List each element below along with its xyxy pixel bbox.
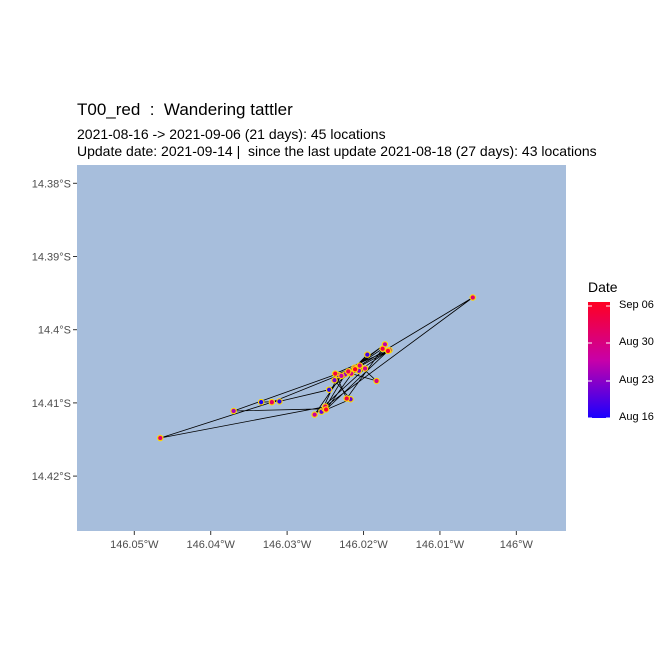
location-point <box>332 370 339 377</box>
location-point <box>276 398 283 405</box>
legend-label-aug30: Aug 30 <box>619 336 654 348</box>
location-point <box>469 294 477 301</box>
legend-title: Date <box>588 279 618 295</box>
legend-label-sep06: Sep 06 <box>619 299 654 311</box>
y-tick-label: 14.42°S <box>32 471 71 483</box>
location-point <box>268 398 276 406</box>
chart-title: T00_red : Wandering tattler <box>77 100 293 119</box>
chart-subtitle-line-1: 2021-08-16 -> 2021-09-06 (21 days): 45 l… <box>77 126 386 142</box>
location-point <box>311 411 318 418</box>
y-tick-label: 14.4°S <box>38 325 71 337</box>
location-point <box>344 368 352 375</box>
x-tick-label: 146°W <box>500 539 534 551</box>
x-tick-label: 146.01°W <box>416 539 465 551</box>
x-tick-label: 146.04°W <box>186 539 235 551</box>
date-colorbar <box>588 302 610 418</box>
location-point <box>257 398 265 406</box>
x-tick-label: 146.05°W <box>110 539 159 551</box>
location-point <box>331 376 338 384</box>
location-point <box>322 406 330 413</box>
location-point <box>343 395 350 402</box>
plot-panel <box>77 165 566 531</box>
y-tick-label: 14.41°S <box>32 398 71 410</box>
location-point <box>356 362 363 369</box>
location-point <box>384 347 392 355</box>
location-point <box>230 407 237 415</box>
location-point <box>364 351 371 358</box>
legend-label-aug16: Aug 16 <box>619 411 654 423</box>
x-tick-label: 146.02°W <box>339 539 388 551</box>
legend-label-aug23: Aug 23 <box>619 374 654 386</box>
location-point <box>325 386 333 393</box>
location-point <box>157 434 164 442</box>
chart-subtitle-line-2: Update date: 2021-09-14 | since the last… <box>77 143 597 159</box>
location-point <box>361 365 369 372</box>
x-tick-label: 146.03°W <box>263 539 312 551</box>
location-point <box>351 365 359 373</box>
y-tick-label: 14.39°S <box>32 252 71 264</box>
location-point <box>379 345 386 352</box>
y-tick-label: 14.38°S <box>32 178 71 190</box>
location-point <box>373 377 380 385</box>
location-point <box>338 372 345 380</box>
